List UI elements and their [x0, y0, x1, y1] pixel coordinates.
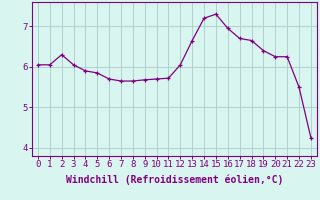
X-axis label: Windchill (Refroidissement éolien,°C): Windchill (Refroidissement éolien,°C): [66, 175, 283, 185]
